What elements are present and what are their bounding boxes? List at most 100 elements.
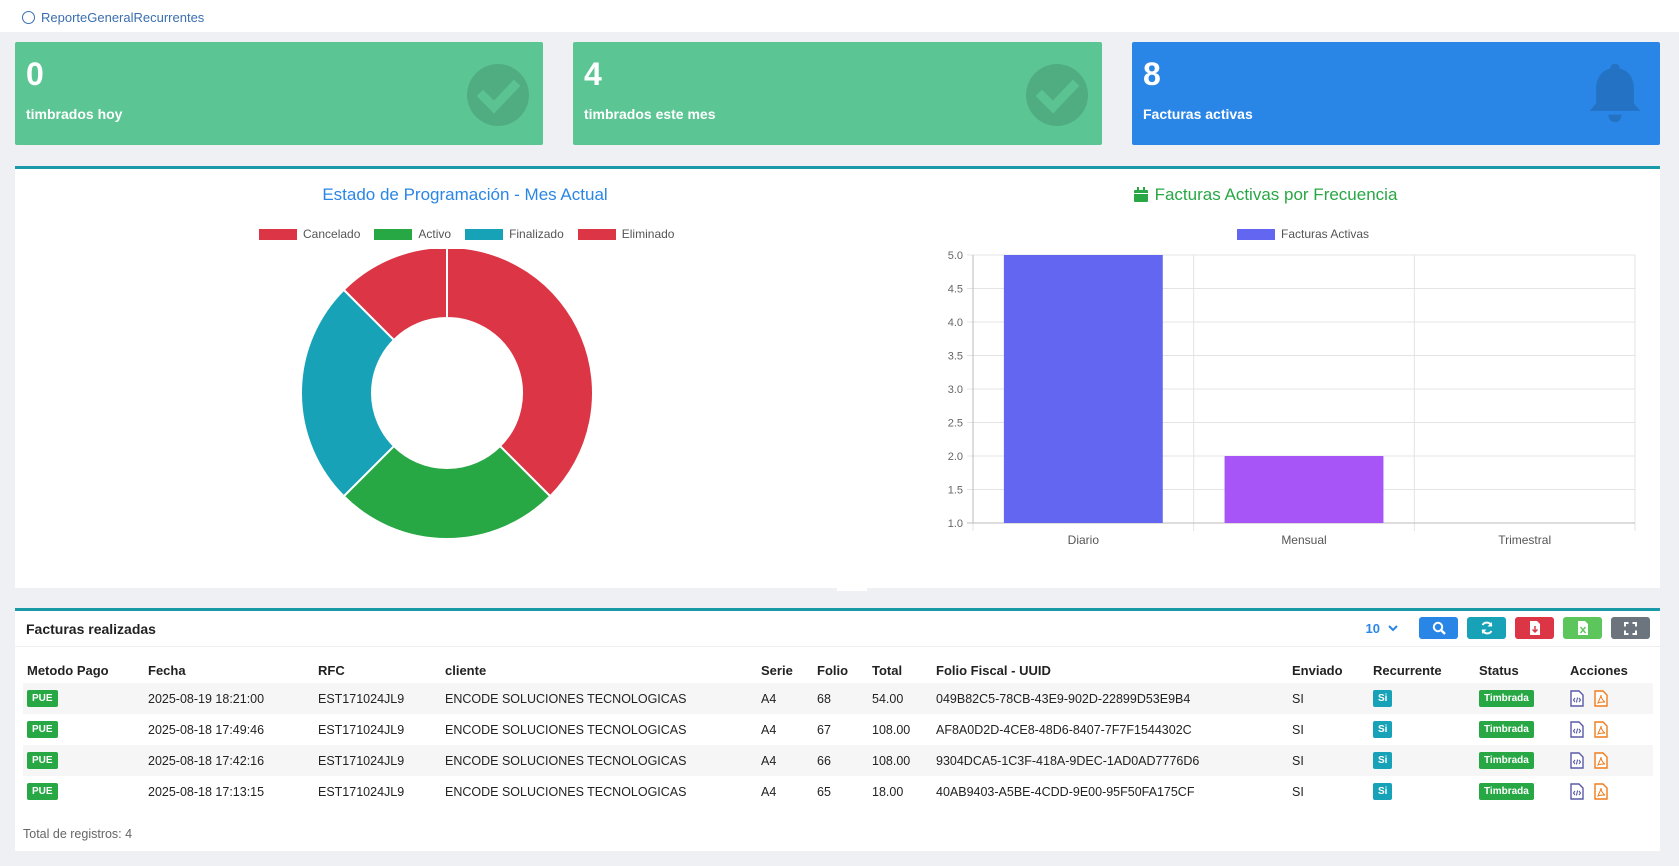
pdf-file-icon[interactable] bbox=[1594, 752, 1608, 769]
recurrente-badge: Si bbox=[1373, 752, 1393, 769]
export-pdf-button[interactable] bbox=[1515, 617, 1554, 639]
cell-acciones bbox=[1566, 714, 1653, 745]
table-header-row: Metodo Pago Fecha RFC cliente Serie Foli… bbox=[23, 657, 1653, 683]
breadcrumb-label[interactable]: ReporteGeneralRecurrentes bbox=[41, 10, 205, 25]
xml-file-icon[interactable] bbox=[1570, 752, 1584, 769]
bell-icon bbox=[1589, 63, 1641, 123]
status-badge: Timbrada bbox=[1479, 783, 1534, 800]
export-excel-button[interactable] bbox=[1563, 617, 1602, 639]
legend-label: Activo bbox=[418, 227, 452, 241]
search-button[interactable] bbox=[1419, 617, 1458, 639]
cell-rfc: EST171024JL9 bbox=[318, 691, 405, 706]
status-badge: Timbrada bbox=[1479, 690, 1534, 707]
bar-mensual[interactable] bbox=[1224, 456, 1384, 523]
metodo-badge: PUE bbox=[27, 721, 58, 738]
metodo-badge: PUE bbox=[27, 752, 58, 769]
cell-enviado: SI bbox=[1292, 784, 1304, 799]
cell-serie: A4 bbox=[761, 784, 777, 799]
donut-slice-eliminado[interactable] bbox=[342, 249, 448, 342]
x-tick-label: Diario bbox=[1068, 533, 1100, 547]
cell-recurrente: Si bbox=[1369, 776, 1475, 807]
col-serie[interactable]: Serie bbox=[761, 662, 793, 678]
total-records: Total de registros: 4 bbox=[23, 827, 133, 841]
legend-item-cancelado[interactable]: Cancelado bbox=[259, 227, 360, 241]
breadcrumb[interactable]: ReporteGeneralRecurrentes bbox=[22, 10, 204, 25]
cell-status: Timbrada bbox=[1475, 745, 1566, 776]
pdf-file-icon[interactable] bbox=[1594, 783, 1608, 800]
donut-slice-cancelado[interactable] bbox=[446, 249, 594, 498]
cell-fecha: 2025-08-19 18:21:00 bbox=[148, 691, 265, 706]
donut-legend: Cancelado Activo Finalizado Eliminado bbox=[259, 227, 674, 241]
cell-uuid: 9304DCA5-1C3F-418A-9DEC-1AD0AD7776D6 bbox=[936, 753, 1200, 768]
stat-value: 8 bbox=[1143, 56, 1161, 92]
page-size-select[interactable]: 10 bbox=[1366, 621, 1398, 636]
xml-file-icon[interactable] bbox=[1570, 783, 1584, 800]
charts-panel: Estado de Programación - Mes Actual Fact… bbox=[15, 166, 1660, 591]
stat-value: 4 bbox=[584, 56, 602, 92]
legend-item-finalizado[interactable]: Finalizado bbox=[465, 227, 564, 241]
legend-item-eliminado[interactable]: Eliminado bbox=[577, 227, 675, 241]
donut-slice-activo[interactable] bbox=[342, 444, 552, 540]
y-tick-label: 1.5 bbox=[948, 485, 963, 497]
col-enviado[interactable]: Enviado bbox=[1292, 662, 1343, 678]
cell-uuid: 40AB9403-A5BE-4CDD-9E00-95F50FA175CF bbox=[936, 784, 1195, 799]
table-header: Facturas realizadas 10 bbox=[15, 611, 1660, 647]
table-row[interactable]: PUE 2025-08-18 17:13:15 EST171024JL9 ENCODE… bbox=[23, 776, 1653, 807]
cell-status: Timbrada bbox=[1475, 776, 1566, 807]
col-acciones: Acciones bbox=[1570, 662, 1628, 678]
xml-file-icon[interactable] bbox=[1570, 721, 1584, 738]
bar-chart-title: Facturas Activas por Frecuencia bbox=[875, 185, 1655, 205]
cell-acciones bbox=[1566, 683, 1653, 714]
y-tick-label: 5.0 bbox=[948, 250, 963, 262]
col-metodo-pago[interactable]: Metodo Pago bbox=[27, 662, 109, 678]
col-recurrente[interactable]: Recurrente bbox=[1373, 662, 1442, 678]
facturas-panel: Facturas realizadas 10 bbox=[15, 608, 1660, 851]
y-tick-label: 4.0 bbox=[948, 317, 963, 329]
status-badge: Timbrada bbox=[1479, 721, 1534, 738]
bar-chart-title-text: Facturas Activas por Frecuencia bbox=[1154, 185, 1398, 204]
col-status[interactable]: Status bbox=[1479, 662, 1519, 678]
col-folio[interactable]: Folio bbox=[817, 662, 849, 678]
pdf-file-icon[interactable] bbox=[1594, 721, 1608, 738]
refresh-button[interactable] bbox=[1467, 617, 1506, 639]
xml-file-icon[interactable] bbox=[1570, 690, 1584, 707]
table-title: Facturas realizadas bbox=[26, 621, 156, 637]
col-uuid[interactable]: Folio Fiscal - UUID bbox=[936, 662, 1051, 678]
cell-total: 108.00 bbox=[872, 722, 911, 737]
metodo-badge: PUE bbox=[27, 783, 58, 800]
legend-item-facturas-activas[interactable]: Facturas Activas bbox=[1237, 227, 1369, 241]
cell-metodo: PUE bbox=[23, 683, 144, 714]
legend-label: Cancelado bbox=[303, 227, 361, 241]
cell-metodo: PUE bbox=[23, 776, 144, 807]
table-row[interactable]: PUE 2025-08-18 17:49:46 EST171024JL9 ENCODE… bbox=[23, 714, 1653, 745]
cell-uuid: 049B82C5-78CB-43E9-902D-22899D53E9B4 bbox=[936, 691, 1191, 706]
col-rfc[interactable]: RFC bbox=[318, 662, 345, 678]
expand-icon bbox=[1624, 621, 1637, 635]
legend-swatch bbox=[259, 228, 297, 240]
cell-folio: 67 bbox=[817, 722, 831, 737]
donut-slice-finalizado[interactable] bbox=[301, 288, 396, 498]
pdf-file-icon[interactable] bbox=[1594, 690, 1608, 707]
stat-card-timbrados-mes: 4 timbrados este mes bbox=[573, 42, 1102, 145]
page-size-value: 10 bbox=[1365, 620, 1380, 636]
y-tick-label: 1.0 bbox=[948, 518, 963, 530]
table-row[interactable]: PUE 2025-08-18 17:42:16 EST171024JL9 ENCODE… bbox=[23, 745, 1653, 776]
search-icon bbox=[1432, 621, 1446, 635]
bar-diario[interactable] bbox=[1003, 255, 1163, 523]
stat-label: timbrados este mes bbox=[584, 106, 716, 122]
legend-item-activo[interactable]: Activo bbox=[374, 227, 451, 241]
table-row[interactable]: PUE 2025-08-19 18:21:00 EST171024JL9 ENCODE… bbox=[23, 683, 1653, 714]
fullscreen-button[interactable] bbox=[1611, 617, 1650, 639]
col-total[interactable]: Total bbox=[872, 662, 903, 678]
legend-swatch bbox=[465, 228, 504, 240]
cell-fecha: 2025-08-18 17:49:46 bbox=[148, 722, 265, 737]
panel-gap bbox=[837, 575, 867, 591]
cell-acciones bbox=[1566, 776, 1653, 807]
circle-icon bbox=[22, 11, 35, 24]
check-circle-icon bbox=[467, 64, 529, 126]
table-toolbar: 10 bbox=[1366, 617, 1650, 639]
cell-metodo: PUE bbox=[23, 745, 144, 776]
col-fecha[interactable]: Fecha bbox=[148, 662, 186, 678]
col-cliente[interactable]: cliente bbox=[445, 662, 487, 678]
legend-label: Eliminado bbox=[621, 227, 675, 241]
